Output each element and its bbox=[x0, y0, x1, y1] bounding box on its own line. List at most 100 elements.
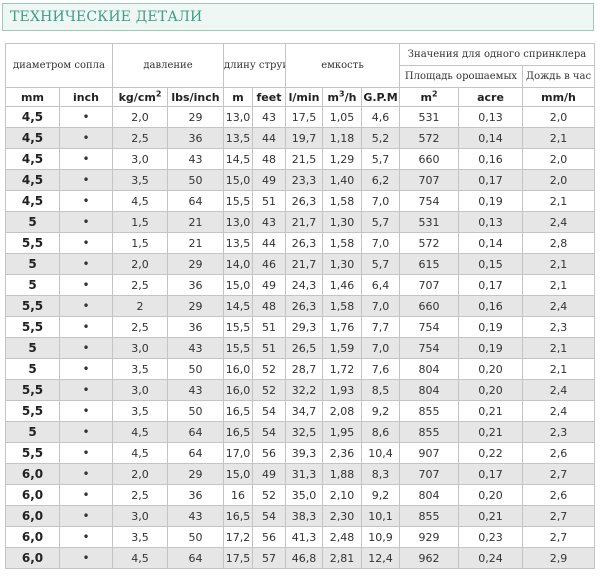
cell-throw-m: 15,0 bbox=[223, 463, 253, 485]
table-row: 5 • 1,5 21 13,0 43 21,7 1,30 5,7 531 0,13 2,4 bbox=[5, 211, 595, 233]
cell-throw-m: 13,0 bbox=[223, 106, 253, 128]
cell-area-m2: 929 bbox=[399, 526, 459, 548]
cell-flow-lmin: 34,7 bbox=[285, 400, 323, 422]
cell-throw-m: 14,0 bbox=[223, 253, 253, 275]
cell-throw-feet: 52 bbox=[252, 358, 286, 380]
cell-nozzle-mm: 6,0 bbox=[5, 484, 60, 506]
cell-area-m2: 660 bbox=[399, 295, 459, 317]
cell-area-acre: 0,23 bbox=[458, 526, 523, 548]
cell-flow-gpm: 4,6 bbox=[361, 106, 400, 128]
cell-flow-gpm: 7,0 bbox=[361, 190, 400, 212]
cell-throw-feet: 56 bbox=[252, 526, 286, 548]
cell-flow-m3h: 1,46 bbox=[322, 274, 362, 296]
cell-throw-feet: 49 bbox=[252, 274, 286, 296]
cell-rain-mmh: 2,9 bbox=[522, 547, 595, 569]
cell-flow-m3h: 1,30 bbox=[322, 211, 362, 233]
cell-area-m2: 754 bbox=[399, 337, 459, 359]
cell-area-m2: 572 bbox=[399, 127, 459, 149]
cell-throw-m: 16 bbox=[223, 484, 253, 506]
cell-throw-feet: 51 bbox=[252, 190, 286, 212]
cell-area-acre: 0,19 bbox=[458, 337, 523, 359]
cell-flow-lmin: 41,3 bbox=[285, 526, 323, 548]
cell-pressure-lbs: 29 bbox=[167, 253, 224, 275]
unit-acre: acre bbox=[458, 87, 523, 107]
cell-area-m2: 907 bbox=[399, 442, 459, 464]
cell-area-m2: 855 bbox=[399, 505, 459, 527]
cell-nozzle-inch: • bbox=[59, 127, 113, 149]
cell-nozzle-mm: 5,5 bbox=[5, 379, 60, 401]
table-row: 6,0 • 3,5 50 17,2 56 41,3 2,48 10,9 929 0,23 2,7 bbox=[5, 526, 595, 548]
cell-pressure-kgcm2: 2,0 bbox=[112, 106, 168, 128]
cell-throw-feet: 51 bbox=[252, 316, 286, 338]
cell-nozzle-inch: • bbox=[59, 442, 113, 464]
cell-nozzle-mm: 5,5 bbox=[5, 295, 60, 317]
cell-pressure-lbs: 43 bbox=[167, 505, 224, 527]
section-title-bar: ТЕХНИЧЕСКИЕ ДЕТАЛИ bbox=[2, 3, 594, 31]
cell-pressure-kgcm2: 4,5 bbox=[112, 421, 168, 443]
cell-pressure-lbs: 43 bbox=[167, 148, 224, 170]
cell-rain-mmh: 2,6 bbox=[522, 484, 595, 506]
cell-area-m2: 754 bbox=[399, 316, 459, 338]
cell-flow-gpm: 7,0 bbox=[361, 295, 400, 317]
unit-gpm: G.P.M bbox=[361, 87, 400, 107]
cell-flow-gpm: 7,7 bbox=[361, 316, 400, 338]
cell-nozzle-mm: 5 bbox=[5, 253, 60, 275]
cell-flow-gpm: 7,0 bbox=[361, 337, 400, 359]
cell-pressure-kgcm2: 1,5 bbox=[112, 211, 168, 233]
cell-area-acre: 0,15 bbox=[458, 253, 523, 275]
unit-m2: m2 bbox=[399, 87, 459, 107]
technical-details-table: диаметром сопла давление длину струи емк… bbox=[5, 43, 595, 569]
cell-pressure-kgcm2: 2,5 bbox=[112, 127, 168, 149]
cell-rain-mmh: 2,3 bbox=[522, 316, 595, 338]
cell-nozzle-inch: • bbox=[59, 211, 113, 233]
cell-flow-gpm: 6,2 bbox=[361, 169, 400, 191]
cell-throw-feet: 49 bbox=[252, 169, 286, 191]
table-row: 4,5 • 2,0 29 13,0 43 17,5 1,05 4,6 531 0,13 2,0 bbox=[5, 106, 595, 128]
cell-flow-m3h: 1,58 bbox=[322, 232, 362, 254]
cell-nozzle-mm: 4,5 bbox=[5, 148, 60, 170]
cell-nozzle-mm: 4,5 bbox=[5, 190, 60, 212]
cell-area-acre: 0,19 bbox=[458, 316, 523, 338]
cell-nozzle-inch: • bbox=[59, 400, 113, 422]
cell-flow-m3h: 1,18 bbox=[322, 127, 362, 149]
cell-area-m2: 707 bbox=[399, 274, 459, 296]
cell-nozzle-mm: 6,0 bbox=[5, 463, 60, 485]
cell-flow-lmin: 26,3 bbox=[285, 232, 323, 254]
cell-area-acre: 0,16 bbox=[458, 295, 523, 317]
cell-throw-feet: 48 bbox=[252, 148, 286, 170]
cell-nozzle-inch: • bbox=[59, 274, 113, 296]
cell-rain-mmh: 2,8 bbox=[522, 232, 595, 254]
cell-throw-m: 14,5 bbox=[223, 148, 253, 170]
cell-flow-gpm: 5,7 bbox=[361, 253, 400, 275]
cell-area-acre: 0,17 bbox=[458, 169, 523, 191]
cell-area-acre: 0,24 bbox=[458, 547, 523, 569]
cell-throw-m: 15,0 bbox=[223, 169, 253, 191]
unit-feet: feet bbox=[252, 87, 286, 107]
cell-throw-feet: 49 bbox=[252, 463, 286, 485]
cell-pressure-kgcm2: 2,5 bbox=[112, 274, 168, 296]
cell-area-acre: 0,17 bbox=[458, 274, 523, 296]
cell-pressure-lbs: 50 bbox=[167, 526, 224, 548]
table-row: 5,5 • 3,0 43 16,0 52 32,2 1,93 8,5 804 0,20 2,4 bbox=[5, 379, 595, 401]
table-row: 4,5 • 2,5 36 13,5 44 19,7 1,18 5,2 572 0,14 2,1 bbox=[5, 127, 595, 149]
cell-throw-m: 13,5 bbox=[223, 127, 253, 149]
cell-nozzle-inch: • bbox=[59, 505, 113, 527]
cell-flow-m3h: 2,10 bbox=[322, 484, 362, 506]
cell-rain-mmh: 2,6 bbox=[522, 442, 595, 464]
cell-pressure-lbs: 29 bbox=[167, 463, 224, 485]
cell-flow-m3h: 1,72 bbox=[322, 358, 362, 380]
cell-throw-feet: 56 bbox=[252, 442, 286, 464]
cell-area-m2: 572 bbox=[399, 232, 459, 254]
cell-rain-mmh: 2,0 bbox=[522, 106, 595, 128]
cell-nozzle-inch: • bbox=[59, 190, 113, 212]
cell-throw-m: 17,5 bbox=[223, 547, 253, 569]
cell-flow-gpm: 8,6 bbox=[361, 421, 400, 443]
cell-flow-lmin: 35,0 bbox=[285, 484, 323, 506]
cell-area-m2: 531 bbox=[399, 106, 459, 128]
cell-area-m2: 804 bbox=[399, 484, 459, 506]
cell-pressure-kgcm2: 2,0 bbox=[112, 463, 168, 485]
cell-pressure-lbs: 21 bbox=[167, 232, 224, 254]
unit-l-min: l/min bbox=[285, 87, 323, 107]
cell-nozzle-mm: 4,5 bbox=[5, 169, 60, 191]
unit-m: m bbox=[223, 87, 253, 107]
